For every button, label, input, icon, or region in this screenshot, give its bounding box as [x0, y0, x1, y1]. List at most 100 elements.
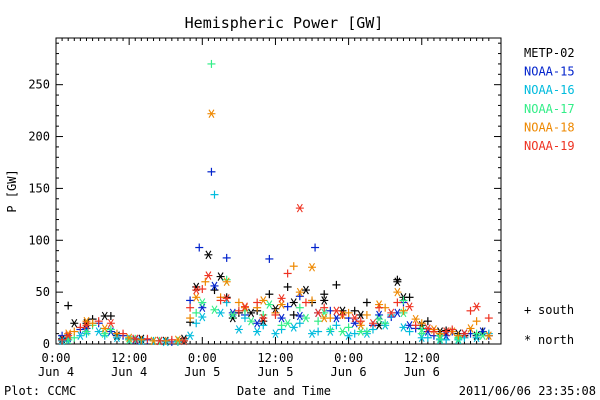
- x-tick-date: Jun 6: [331, 365, 367, 379]
- north-point: [198, 298, 207, 307]
- x-tick-time: 12:00: [404, 351, 440, 365]
- north-point: [82, 321, 91, 330]
- chart-title: Hemispheric Power [GW]: [185, 14, 384, 32]
- north-point: [82, 316, 91, 326]
- north-point: [484, 331, 493, 340]
- south-point: [405, 327, 414, 336]
- x-tick-date: Jun 5: [184, 365, 220, 379]
- north-point: [442, 327, 451, 336]
- north-point: [265, 300, 274, 309]
- north-point: [204, 271, 213, 280]
- south-point: [88, 319, 97, 328]
- north-point: [180, 334, 189, 344]
- south-point: [484, 314, 493, 323]
- south-point: [289, 310, 298, 319]
- north-point: [289, 323, 298, 332]
- y-tick-label: 200: [28, 130, 50, 144]
- north-point: [271, 304, 280, 314]
- x-tick-date: Jun 5: [257, 365, 293, 379]
- y-tick-label: 0: [43, 337, 50, 351]
- south-point: [344, 323, 353, 332]
- north-point: [368, 318, 377, 328]
- north-point: [112, 333, 121, 343]
- north-point: [375, 310, 384, 320]
- legend-entry: NOAA-17: [524, 102, 575, 116]
- north-point: [234, 325, 243, 334]
- north-point: [228, 308, 237, 318]
- north-point: [301, 285, 310, 295]
- y-tick-label: 150: [28, 181, 50, 195]
- north-point: [240, 302, 249, 311]
- north-point: [283, 318, 292, 328]
- south-point: [332, 280, 341, 289]
- legend: METP-02 NOAA-15 NOAA-16 NOAA-17 NOAA-18 NOAA-…: [524, 46, 575, 153]
- north-point: [125, 335, 134, 345]
- south-point: [423, 317, 432, 326]
- south-point: [295, 319, 304, 328]
- legend-entry: NOAA-16: [524, 83, 575, 97]
- north-point: [192, 293, 201, 302]
- x-tick-date: Jun 4: [38, 365, 74, 379]
- north-point: [332, 306, 341, 316]
- south-point: [362, 310, 371, 319]
- north-point: [207, 109, 216, 119]
- north-point: [186, 331, 195, 340]
- north-point: [295, 203, 304, 213]
- south-point: [417, 329, 426, 338]
- north-point: [356, 327, 365, 336]
- north-point: [417, 333, 426, 343]
- north-point: [338, 327, 347, 336]
- x-tick-time: 0:00: [334, 351, 363, 365]
- y-tick-label: 100: [28, 233, 50, 247]
- y-axis: 0 50 100 150 200 250: [28, 42, 501, 351]
- north-point: [301, 313, 310, 323]
- north-point: [460, 329, 469, 338]
- y-axis-label: P [GW]: [5, 169, 19, 212]
- north-point: [295, 287, 304, 297]
- legend-entry: NOAA-15: [524, 65, 575, 79]
- south-point: [192, 319, 201, 328]
- south-point: [295, 303, 304, 312]
- south-point: [259, 321, 268, 330]
- north-point: [216, 308, 225, 318]
- south-point: [411, 321, 420, 330]
- south-point: [326, 325, 335, 334]
- north-point: [295, 311, 304, 321]
- north-point: [64, 329, 73, 338]
- south-point: [311, 243, 320, 252]
- x-tick-time: 12:00: [111, 351, 147, 365]
- south-point: [399, 306, 408, 315]
- south-point: [195, 243, 204, 252]
- north-point: [222, 294, 231, 303]
- north-point: [70, 318, 79, 328]
- x-tick-date: Jun 6: [404, 365, 440, 379]
- north-point: [472, 302, 481, 311]
- north-point: [308, 262, 317, 272]
- south-point: [277, 321, 286, 330]
- south-point: [295, 292, 304, 301]
- south-point: [283, 269, 292, 278]
- north-point: [393, 277, 402, 287]
- south-point: [472, 317, 481, 326]
- south-point: [186, 303, 195, 312]
- south-point: [320, 290, 329, 299]
- south-point: [167, 335, 176, 344]
- south-point: [417, 319, 426, 328]
- north-point: [247, 316, 256, 326]
- north-point: [375, 314, 384, 324]
- north-point: [253, 327, 262, 336]
- south-point: [271, 310, 280, 319]
- plot-frame: [55, 37, 502, 345]
- north-point: [308, 329, 317, 338]
- north-point: [204, 250, 213, 260]
- north-point: [277, 313, 286, 323]
- x-tick-date: Jun 4: [111, 365, 147, 379]
- south-point: [58, 335, 67, 344]
- north-point: [320, 313, 329, 323]
- north-point: [222, 277, 231, 287]
- north-point: [320, 296, 329, 305]
- south-point: [70, 327, 79, 336]
- south-point: [137, 335, 146, 344]
- north-label: north: [538, 333, 574, 347]
